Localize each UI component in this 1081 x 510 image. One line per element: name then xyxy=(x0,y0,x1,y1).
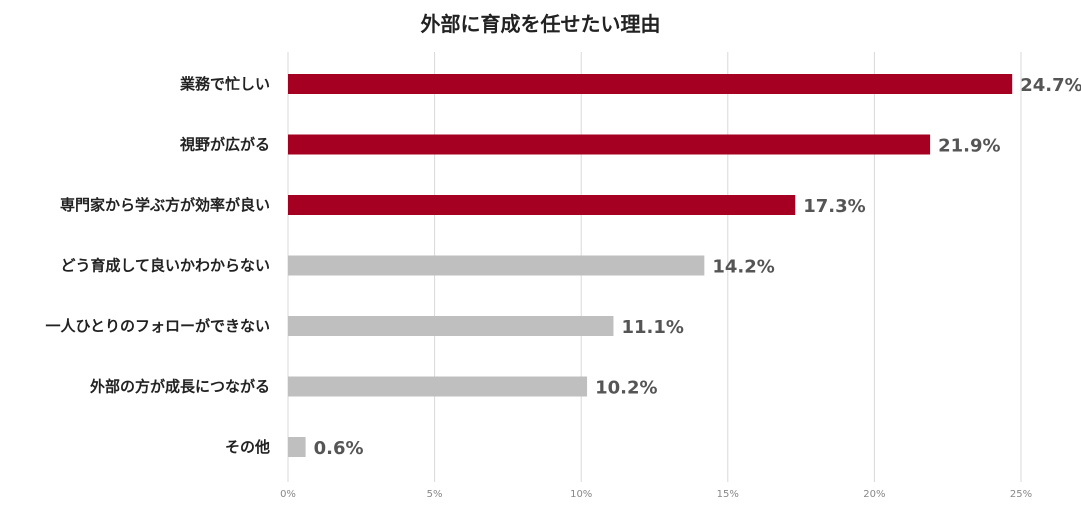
x-tick-label: 10% xyxy=(570,489,592,500)
category-label: 業務で忙しい xyxy=(179,75,270,93)
category-label: その他 xyxy=(225,438,270,456)
data-label: 10.2% xyxy=(595,378,657,399)
x-tick-label: 25% xyxy=(1010,489,1032,500)
data-label: 0.6% xyxy=(314,438,364,459)
category-label: 外部の方が成長につながる xyxy=(89,378,270,396)
bar xyxy=(288,376,588,397)
category-label: 専門家から学ぶ方が効率が良い xyxy=(60,196,270,214)
category-label: どう育成して良いかわからない xyxy=(60,257,270,275)
bar xyxy=(288,255,705,276)
bar xyxy=(288,437,306,457)
bar xyxy=(288,74,1013,94)
data-label: 11.1% xyxy=(621,317,683,338)
data-label: 14.2% xyxy=(712,257,774,278)
category-label: 視野が広がる xyxy=(179,136,270,154)
bar xyxy=(288,195,796,215)
data-label: 24.7% xyxy=(1020,75,1081,96)
x-tick-label: 20% xyxy=(863,489,885,500)
bar xyxy=(288,316,614,336)
bar xyxy=(288,134,931,155)
data-label: 17.3% xyxy=(803,196,865,217)
category-label: 一人ひとりのフォローができない xyxy=(45,317,270,335)
chart-title: 外部に育成を任せたい理由 xyxy=(420,12,661,36)
x-tick-label: 0% xyxy=(280,489,296,500)
x-tick-label: 5% xyxy=(427,489,443,500)
x-tick-label: 15% xyxy=(717,489,739,500)
data-label: 21.9% xyxy=(938,136,1000,157)
